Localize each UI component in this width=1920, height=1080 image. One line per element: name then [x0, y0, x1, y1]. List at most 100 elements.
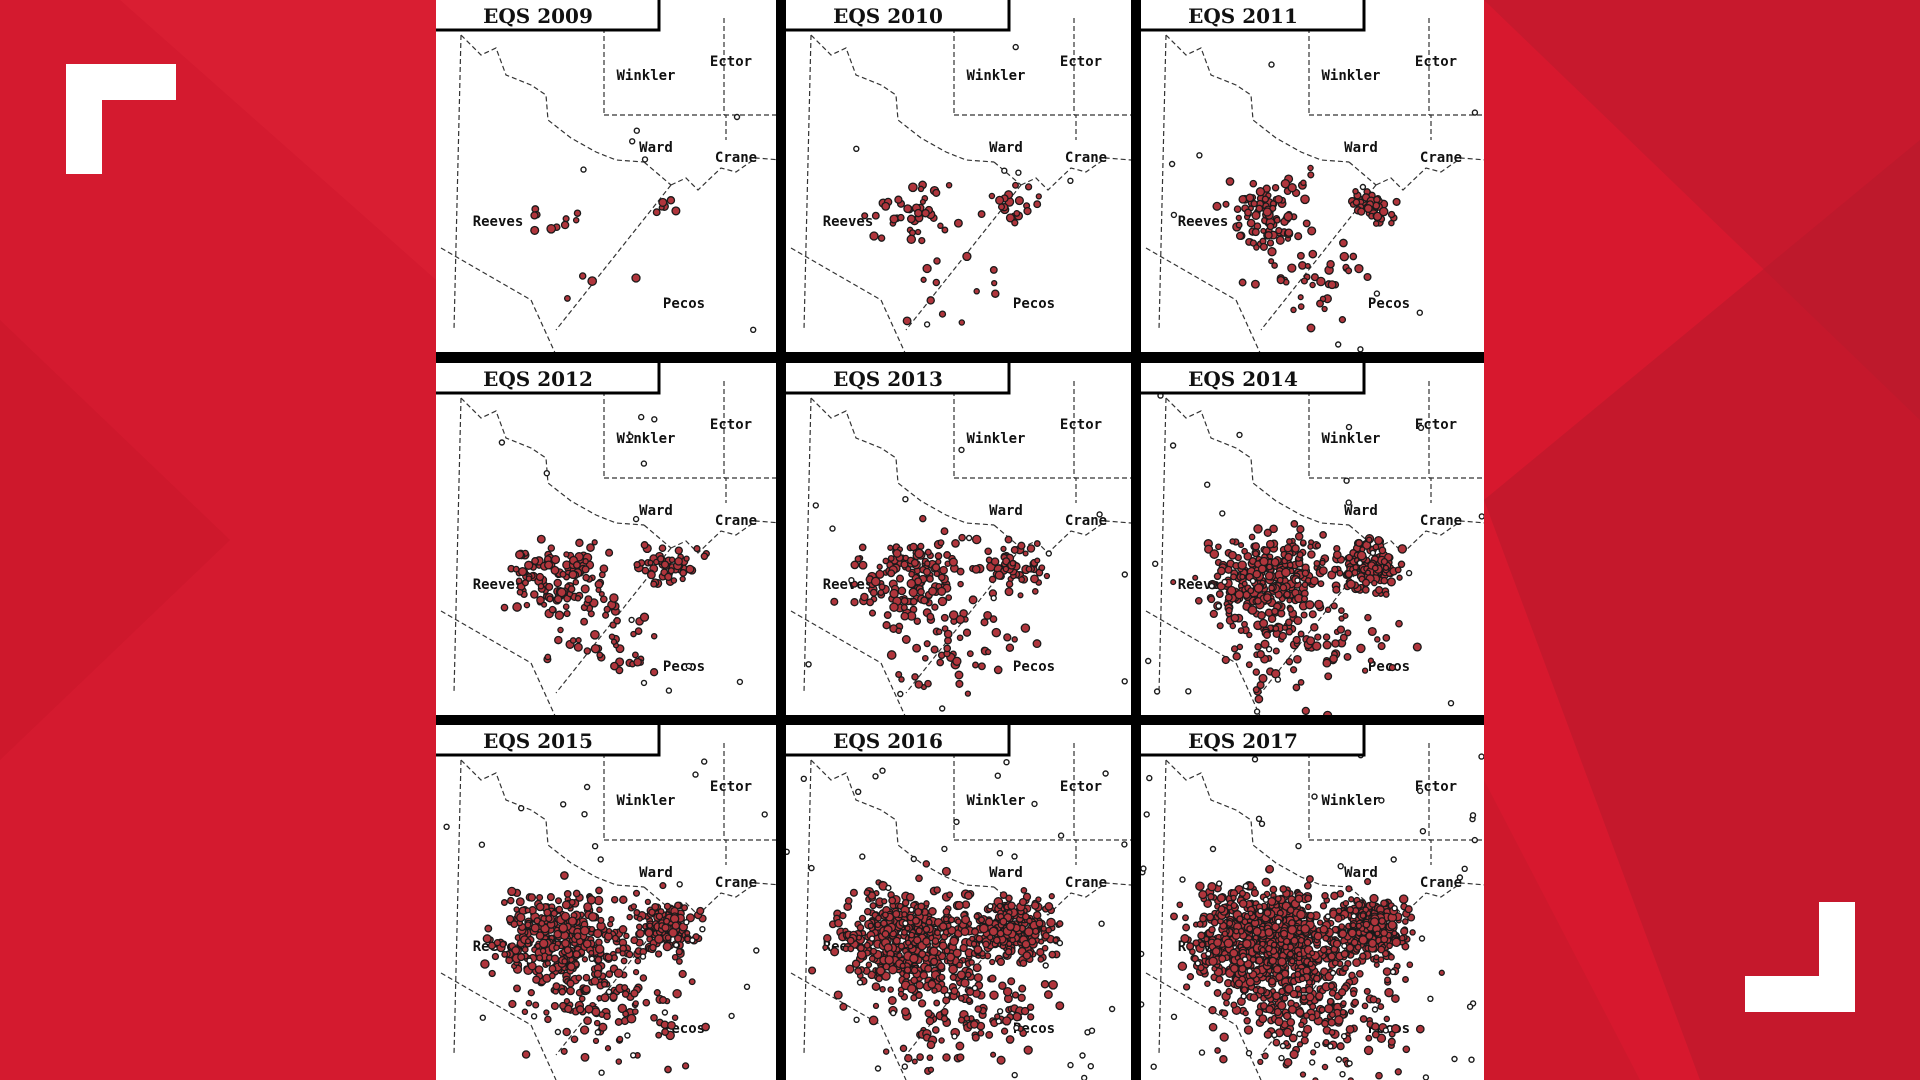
earthquake-marker: [515, 550, 525, 560]
earthquake-markers: [1141, 752, 1484, 1080]
earthquake-marker: [482, 934, 492, 944]
earthquake-marker: [1294, 970, 1302, 978]
earthquake-marker: [917, 588, 925, 596]
earthquake-marker: [1297, 936, 1305, 944]
earthquake-marker: [1020, 623, 1031, 633]
earthquake-marker: [904, 1053, 913, 1063]
earthquake-marker: [1342, 612, 1349, 619]
earthquake-marker: [562, 1027, 571, 1037]
earthquake-marker: [663, 902, 672, 911]
earthquake-marker: [1401, 918, 1409, 925]
earthquake-marker: [1280, 929, 1289, 938]
earthquake-marker: [536, 893, 544, 902]
earthquake-marker: [1378, 917, 1386, 925]
earthquake-marker: [1255, 1008, 1264, 1017]
earthquake-marker: [1233, 928, 1240, 935]
earthquake-marker: [1067, 177, 1074, 185]
earthquake-marker: [1362, 920, 1371, 929]
earthquake-marker: [1283, 590, 1291, 599]
earthquake-marker: [1334, 341, 1342, 348]
earthquake-marker: [1345, 423, 1353, 431]
earthquake-marker: [926, 296, 935, 305]
earthquake-marker: [1032, 927, 1040, 935]
earthquake-marker: [611, 934, 619, 942]
earthquake-marker: [926, 612, 935, 621]
earthquake-marker: [1237, 560, 1247, 570]
earthquake-marker: [923, 640, 931, 648]
earthquake-marker: [1257, 986, 1265, 995]
earthquake-marker: [527, 893, 537, 902]
earthquake-marker: [1299, 539, 1307, 546]
earthquake-marker: [1447, 700, 1455, 707]
earthquake-marker: [554, 610, 565, 621]
earthquake-marker: [1235, 214, 1242, 222]
earthquake-marker: [1143, 811, 1150, 818]
earthquake-marker: [1451, 1055, 1458, 1063]
earthquake-marker: [639, 974, 648, 982]
earthquake-marker: [1230, 1001, 1238, 1009]
earthquake-marker: [1025, 565, 1033, 573]
earthquake-marker: [590, 629, 600, 640]
earthquake-marker: [534, 965, 544, 974]
earthquake-marker: [538, 919, 546, 927]
earthquake-marker: [1307, 543, 1314, 550]
earthquake-marker: [1287, 605, 1295, 613]
earthquake-marker: [584, 595, 593, 604]
earthquake-marker: [934, 552, 943, 560]
county-boundaries: [1145, 18, 1484, 352]
county-label-ward: Ward: [639, 503, 673, 519]
earthquake-marker: [1388, 219, 1395, 227]
earthquake-marker: [592, 1037, 600, 1045]
county-label-ward: Ward: [1344, 140, 1378, 156]
earthquake-marker: [693, 545, 701, 553]
earthquake-marker: [1347, 1008, 1355, 1015]
earthquake-marker: [1017, 592, 1024, 599]
earthquake-marker: [1289, 989, 1299, 999]
panel-title: EQS 2010: [833, 4, 943, 28]
earthquake-marker: [1185, 688, 1192, 695]
earthquake-marker: [1349, 252, 1358, 261]
earthquake-marker: [1252, 926, 1262, 936]
earthquake-marker: [1286, 561, 1294, 569]
earthquake-marker: [647, 559, 654, 566]
earthquake-marker: [1285, 628, 1294, 636]
earthquake-marker: [618, 925, 628, 934]
earthquake-marker: [1350, 922, 1357, 929]
earthquake-marker: [536, 595, 545, 605]
panel-title: EQS 2017: [1188, 729, 1298, 753]
earthquake-marker: [897, 942, 906, 950]
earthquake-marker: [1319, 924, 1329, 934]
earthquake-marker: [1048, 950, 1057, 959]
earthquake-marker: [937, 596, 948, 607]
earthquake-marker: [1386, 577, 1396, 587]
earthquake-marker: [1258, 820, 1266, 828]
earthquake-marker: [1003, 633, 1012, 642]
earthquake-marker: [1359, 912, 1367, 919]
earthquake-marker: [973, 973, 983, 983]
county-label-pecos: Pecos: [663, 659, 705, 675]
earthquake-marker: [1009, 559, 1017, 567]
earthquake-marker: [579, 925, 590, 936]
earthquake-marker: [1369, 995, 1378, 1004]
earthquake-marker: [1285, 618, 1293, 627]
earthquake-marker: [1268, 956, 1277, 965]
earthquake-marker: [651, 902, 660, 911]
earthquake-marker: [1336, 625, 1346, 634]
earthquake-marker: [1461, 865, 1468, 873]
earthquake-marker: [1287, 183, 1297, 193]
earthquake-marker: [1199, 914, 1207, 923]
earthquake-marker: [1327, 280, 1337, 290]
earthquake-marker: [1336, 569, 1344, 577]
earthquake-marker: [685, 564, 695, 574]
earthquake-marker: [666, 196, 676, 205]
earthquake-marker: [1263, 908, 1272, 917]
earthquake-marker: [914, 548, 925, 559]
earthquake-marker: [1020, 887, 1028, 894]
earthquake-marker: [1168, 160, 1176, 168]
earthquake-marker: [1286, 538, 1293, 545]
earthquake-marker: [996, 957, 1006, 967]
earthquake-marker: [658, 197, 668, 207]
earthquake-marker: [1027, 1013, 1035, 1021]
earthquake-marker: [662, 941, 672, 952]
earthquake-marker: [924, 548, 932, 556]
